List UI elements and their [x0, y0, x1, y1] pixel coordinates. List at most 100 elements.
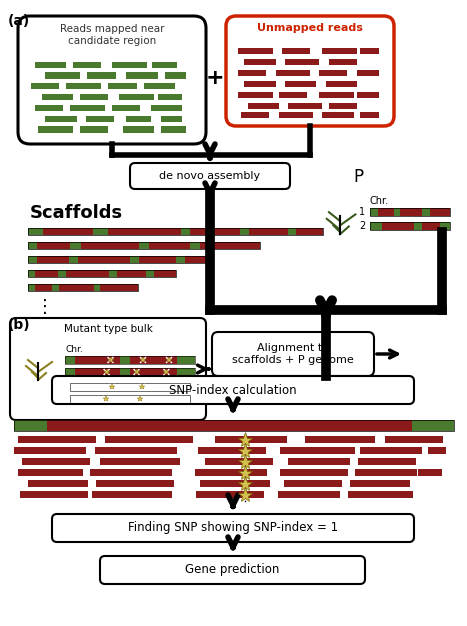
Bar: [108, 228, 181, 235]
Bar: [85, 116, 114, 122]
Bar: [139, 256, 176, 263]
Bar: [79, 395, 120, 403]
Bar: [38, 126, 73, 133]
Bar: [394, 208, 400, 216]
Bar: [112, 105, 140, 111]
Bar: [245, 59, 276, 65]
Bar: [93, 228, 108, 235]
FancyBboxPatch shape: [100, 556, 365, 584]
Bar: [370, 222, 382, 230]
Text: Alignment to
scaffolds + P genome: Alignment to scaffolds + P genome: [232, 343, 354, 365]
Bar: [105, 436, 193, 443]
Bar: [45, 116, 77, 122]
Bar: [22, 458, 90, 465]
Bar: [319, 70, 347, 76]
Bar: [151, 105, 183, 111]
Bar: [198, 447, 266, 454]
Bar: [130, 256, 139, 263]
Bar: [100, 458, 180, 465]
Text: 2: 2: [359, 221, 365, 231]
Text: +: +: [205, 68, 224, 88]
Bar: [80, 94, 108, 100]
Text: Chr.: Chr.: [370, 196, 389, 206]
Bar: [28, 284, 138, 291]
Bar: [329, 103, 357, 109]
Bar: [360, 48, 379, 54]
Bar: [66, 83, 101, 90]
Bar: [126, 72, 158, 79]
Bar: [430, 208, 450, 216]
Bar: [70, 383, 79, 391]
Bar: [122, 126, 154, 133]
Bar: [120, 356, 130, 364]
Bar: [285, 59, 319, 65]
Text: Chr.: Chr.: [65, 345, 83, 354]
Bar: [18, 469, 83, 476]
Bar: [65, 368, 195, 376]
Bar: [80, 126, 108, 133]
FancyBboxPatch shape: [18, 16, 206, 144]
Bar: [241, 228, 249, 235]
Bar: [280, 469, 348, 476]
Bar: [144, 83, 176, 90]
Bar: [357, 92, 379, 98]
Bar: [28, 270, 176, 277]
Bar: [190, 228, 241, 235]
Bar: [325, 81, 357, 87]
Bar: [440, 222, 450, 230]
Bar: [130, 356, 177, 364]
Bar: [370, 208, 378, 216]
Bar: [139, 242, 149, 249]
Bar: [95, 447, 177, 454]
Bar: [370, 222, 450, 230]
Text: SNP-index calculation: SNP-index calculation: [169, 384, 297, 396]
Bar: [280, 447, 355, 454]
Bar: [70, 242, 81, 249]
Bar: [185, 256, 213, 263]
Bar: [31, 83, 59, 90]
Bar: [146, 270, 154, 277]
Bar: [90, 469, 172, 476]
Bar: [28, 242, 260, 249]
Bar: [65, 368, 75, 376]
Bar: [323, 112, 354, 118]
Bar: [149, 242, 191, 249]
Bar: [382, 222, 414, 230]
Bar: [14, 447, 86, 454]
Bar: [378, 208, 394, 216]
FancyBboxPatch shape: [212, 332, 374, 376]
Bar: [205, 458, 273, 465]
Bar: [65, 356, 75, 364]
Bar: [428, 447, 446, 454]
Bar: [120, 368, 130, 376]
Bar: [28, 270, 35, 277]
Text: (a): (a): [8, 14, 30, 28]
Bar: [285, 81, 316, 87]
Bar: [96, 480, 174, 487]
Text: Finding SNP showing SNP-index = 1: Finding SNP showing SNP-index = 1: [128, 521, 338, 535]
Bar: [108, 83, 137, 90]
Bar: [176, 256, 185, 263]
FancyBboxPatch shape: [52, 514, 414, 542]
Bar: [117, 270, 146, 277]
Bar: [288, 228, 297, 235]
Bar: [35, 270, 57, 277]
Bar: [70, 383, 190, 391]
Bar: [279, 112, 313, 118]
Bar: [238, 70, 266, 76]
Bar: [59, 284, 94, 291]
Bar: [130, 383, 173, 391]
Bar: [215, 436, 287, 443]
Text: (b): (b): [8, 318, 31, 332]
Bar: [158, 94, 183, 100]
Bar: [119, 94, 154, 100]
Bar: [238, 48, 273, 54]
FancyBboxPatch shape: [130, 163, 290, 189]
Text: P: P: [353, 168, 363, 186]
Bar: [358, 458, 416, 465]
Bar: [288, 103, 323, 109]
Bar: [249, 228, 288, 235]
Bar: [154, 270, 176, 277]
Bar: [57, 270, 66, 277]
Bar: [360, 447, 422, 454]
